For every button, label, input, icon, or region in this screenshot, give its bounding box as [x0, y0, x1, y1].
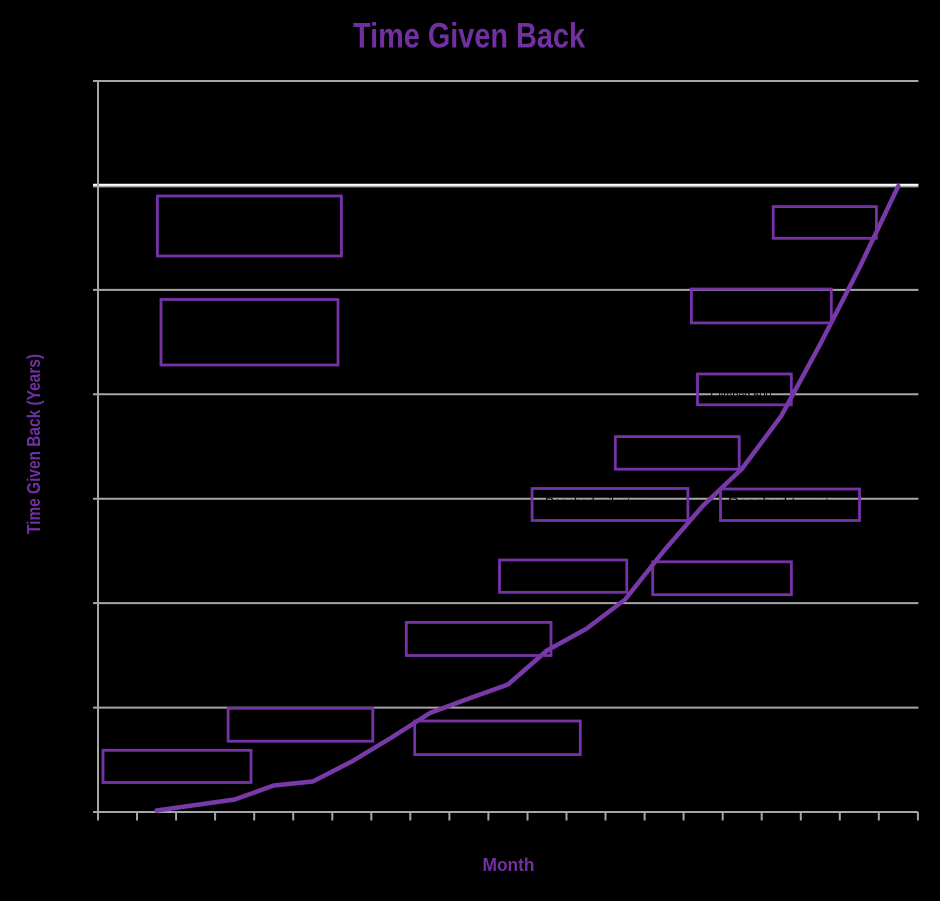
svg-text:Reached target: Reached target	[728, 496, 829, 508]
svg-text:Month: Month	[483, 855, 535, 875]
svg-text:Reached milestone: Reached milestone	[545, 496, 651, 508]
svg-text:Time Given Back: Time Given Back	[353, 16, 585, 55]
svg-text:Climbed 500: Climbed 500	[710, 389, 771, 401]
svg-text:Time Given Back (Years): Time Given Back (Years)	[24, 354, 44, 534]
